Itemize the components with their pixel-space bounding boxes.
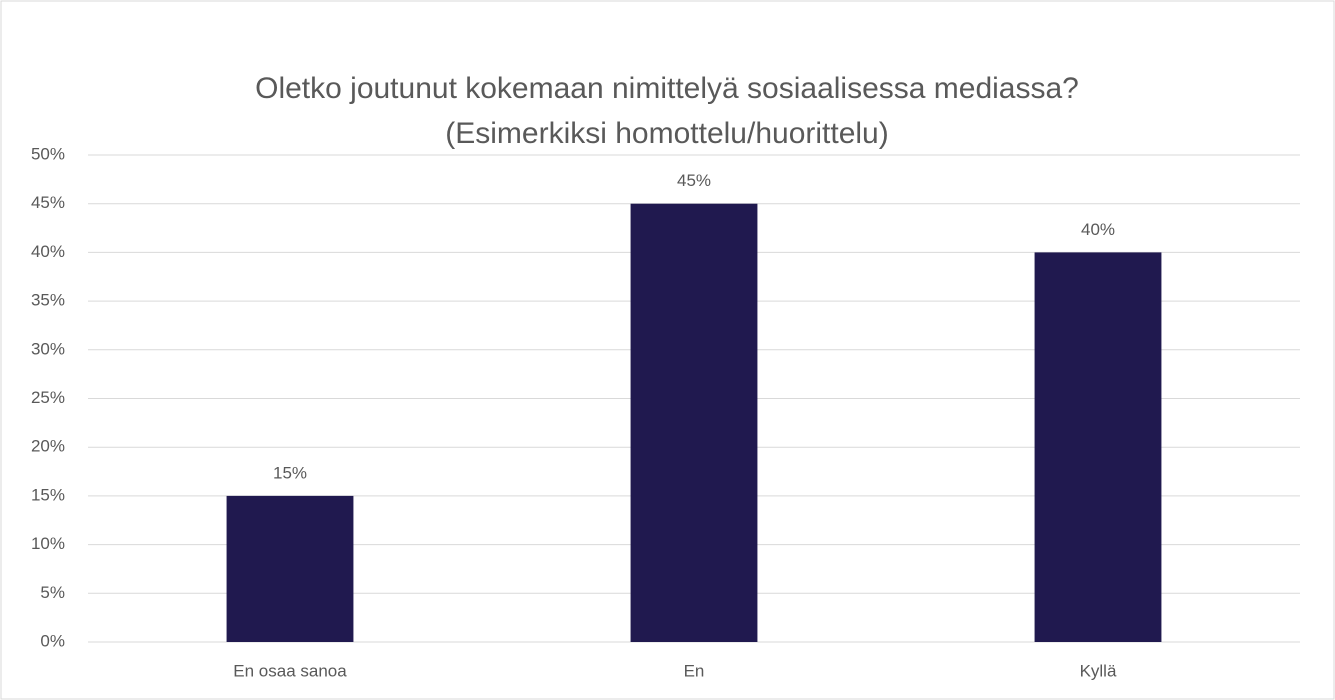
y-tick-label: 25% xyxy=(31,388,65,407)
chart-title: Oletko joutunut kokemaan nimittelyä sosi… xyxy=(255,72,1079,105)
y-tick-label: 40% xyxy=(31,242,65,261)
data-label: 45% xyxy=(677,171,711,190)
y-tick-label: 10% xyxy=(31,534,65,553)
y-tick-label: 30% xyxy=(31,339,65,358)
bar xyxy=(1034,252,1162,642)
x-tick-label: En osaa sanoa xyxy=(233,661,347,680)
bar xyxy=(226,495,354,642)
chart-title: (Esimerkiksi homottelu/huorittelu) xyxy=(445,117,888,150)
x-tick-label: En xyxy=(684,661,705,680)
data-label: 15% xyxy=(273,463,307,482)
y-tick-label: 45% xyxy=(31,193,65,212)
y-tick-label: 20% xyxy=(31,437,65,456)
x-tick-label: Kyllä xyxy=(1080,661,1117,680)
data-label: 40% xyxy=(1081,220,1115,239)
y-tick-label: 15% xyxy=(31,485,65,504)
y-tick-label: 0% xyxy=(40,631,65,650)
bar xyxy=(630,203,758,642)
y-tick-label: 50% xyxy=(31,144,65,163)
y-tick-label: 5% xyxy=(40,583,65,602)
y-tick-label: 35% xyxy=(31,291,65,310)
